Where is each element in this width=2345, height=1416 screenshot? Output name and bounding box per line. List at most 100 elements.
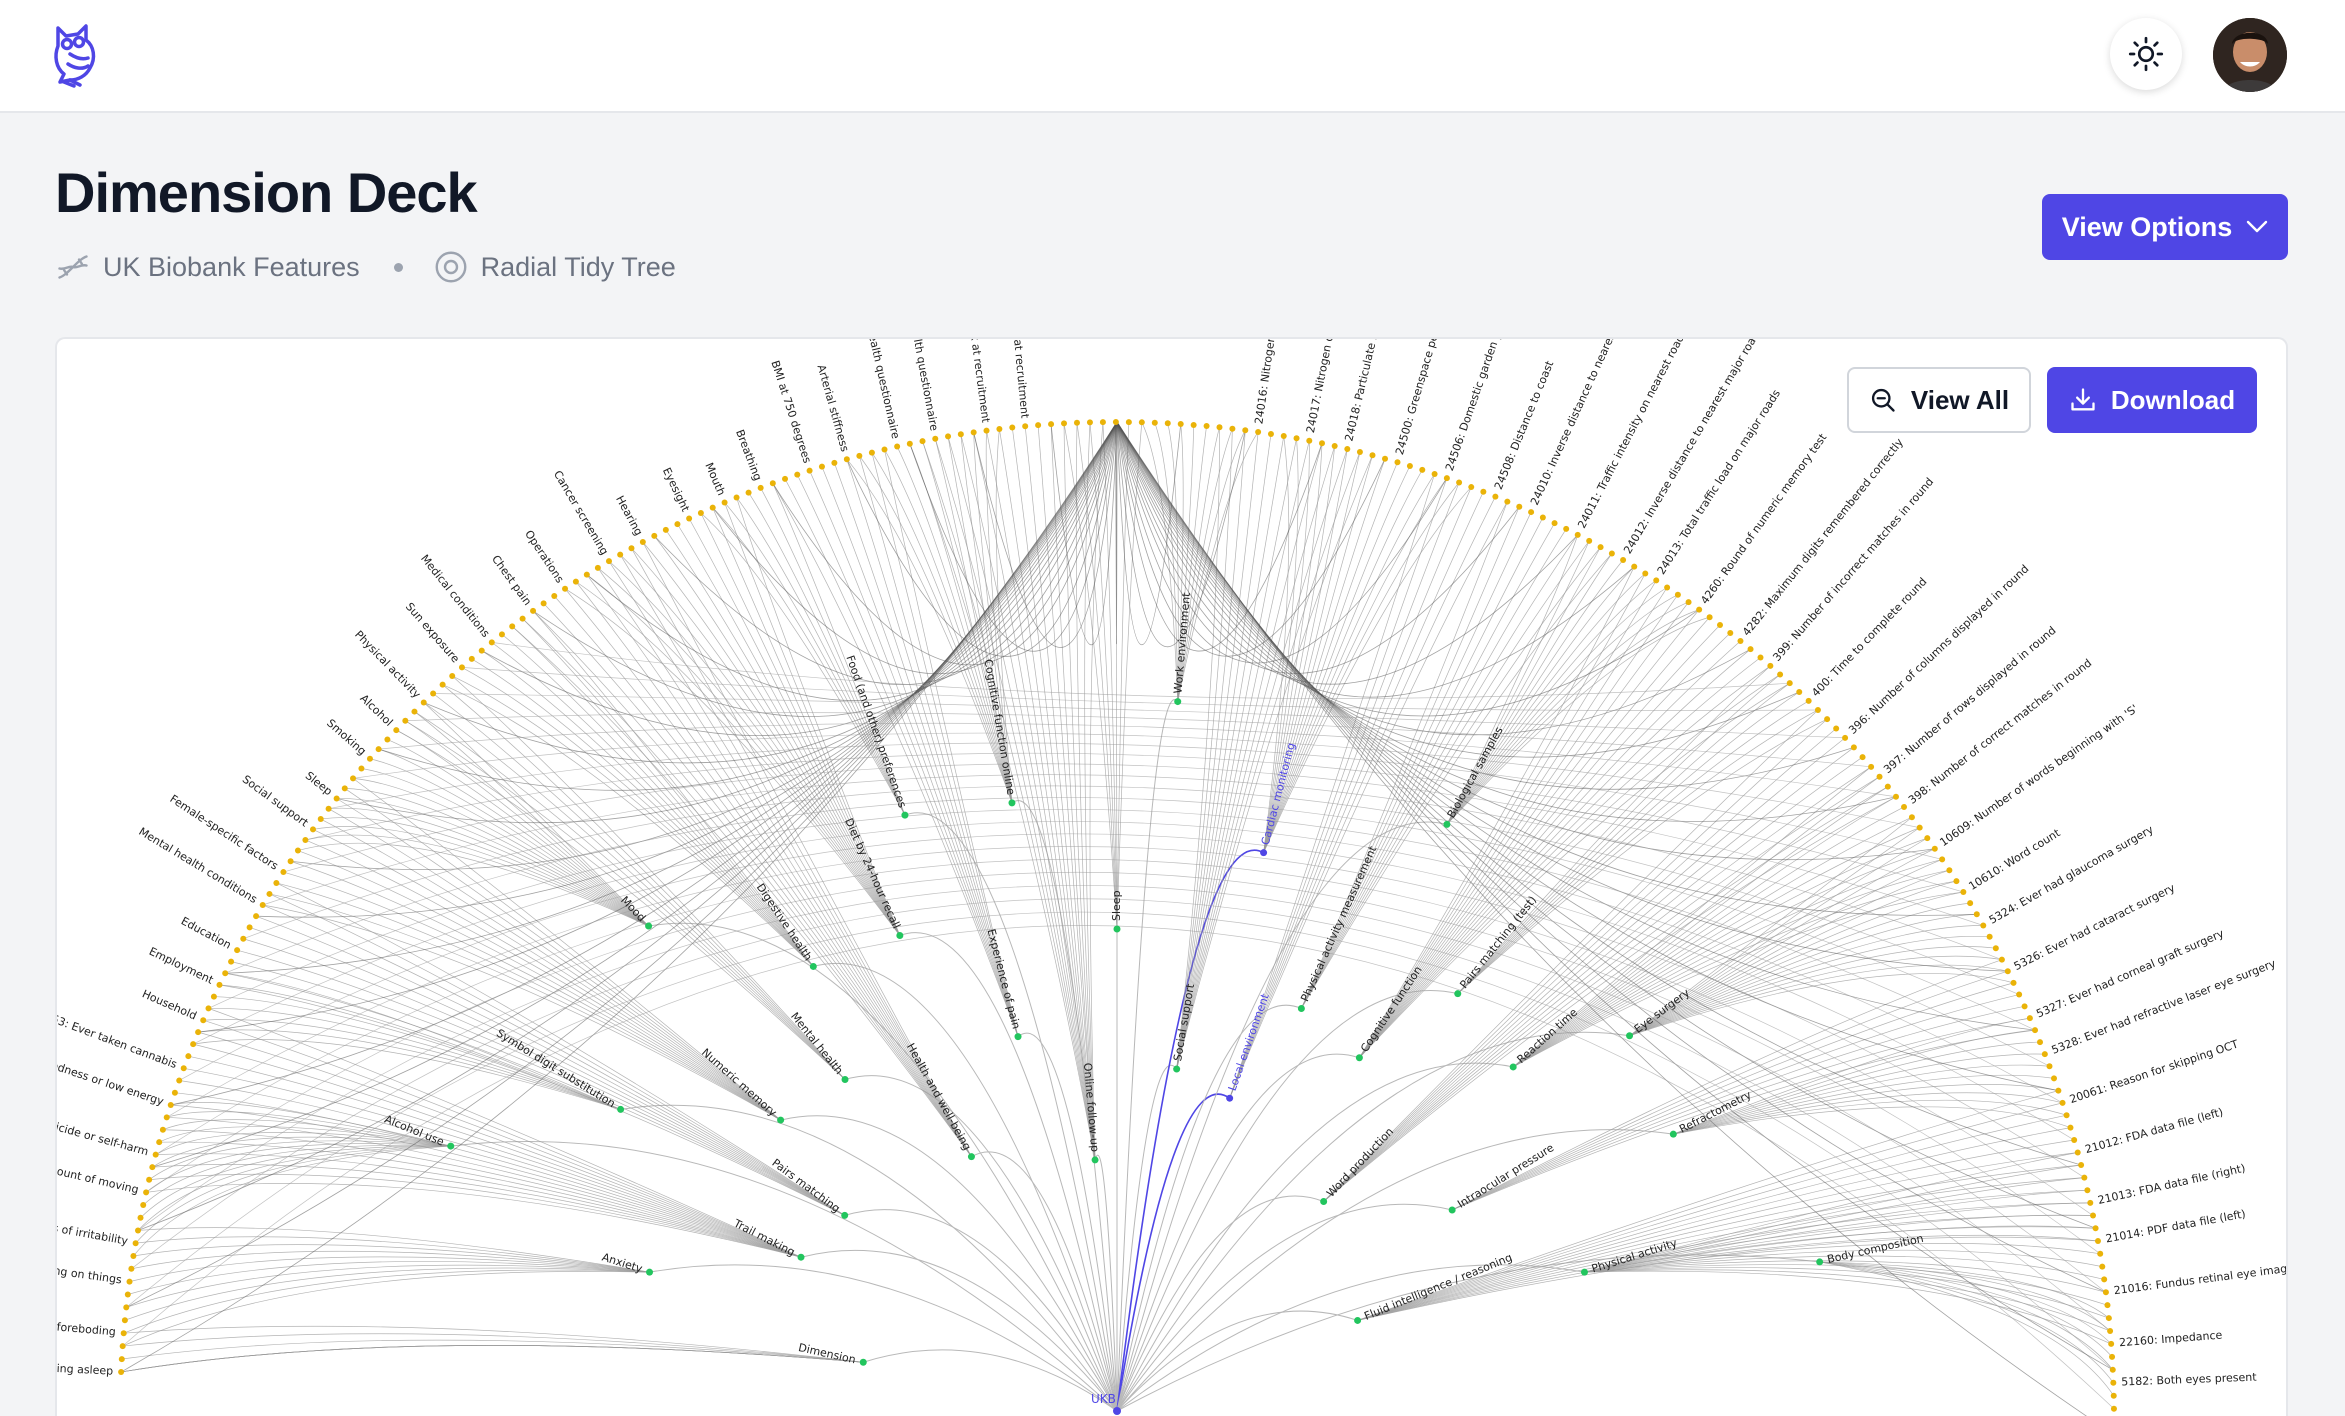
leaf-label: Chest pain — [489, 553, 534, 608]
tree-link — [1263, 458, 1386, 853]
leaf-node — [143, 1189, 150, 1196]
tree-link — [899, 932, 1118, 1412]
branch-node — [617, 1105, 625, 1113]
tree-link — [654, 535, 901, 936]
leaf-node — [152, 1151, 159, 1158]
visualization-canvas[interactable]: 20527: Frequent trouble falling or stayi… — [55, 337, 2288, 1416]
leaf-node — [831, 459, 838, 466]
tree-link — [896, 446, 1013, 803]
owl-logo-icon[interactable] — [50, 22, 102, 88]
leaf-node — [1267, 430, 1274, 437]
tree-link — [193, 1039, 621, 1110]
leaf-node — [806, 467, 813, 474]
branch-label: Online follow-up — [1081, 1062, 1101, 1152]
tree-link — [1263, 455, 1373, 853]
dataset-label: UK Biobank Features — [55, 249, 360, 285]
leaf-node — [358, 765, 365, 772]
leaf-node — [384, 736, 391, 743]
leaf-node — [1280, 433, 1287, 440]
leaf-node — [240, 935, 247, 942]
leaf-node — [1747, 646, 1754, 653]
leaf-node — [551, 592, 558, 599]
tree-link — [532, 610, 814, 967]
tree-link — [135, 1236, 650, 1273]
leaf-node — [919, 438, 926, 445]
leaf-node — [366, 755, 373, 762]
branch-label: Dimension — [797, 1341, 857, 1366]
tree-link — [1116, 422, 1130, 930]
tree-link — [608, 560, 901, 936]
branch-label: Health and well-being — [904, 1041, 974, 1153]
branch-node — [797, 1253, 805, 1261]
tree-link — [1263, 451, 1361, 853]
leaf-node — [132, 1240, 139, 1247]
tree-link — [255, 915, 845, 1216]
view-all-label: View All — [1910, 384, 2010, 415]
branch-node — [1448, 1206, 1456, 1214]
radial-tidy-tree[interactable]: 20527: Frequent trouble falling or stayi… — [57, 339, 2286, 1416]
tree-link — [122, 1333, 864, 1363]
leaf-node — [1953, 878, 1960, 885]
tree-link — [724, 502, 906, 816]
tree-link — [619, 554, 901, 936]
tree-link — [159, 1141, 802, 1258]
tree-link — [760, 487, 906, 816]
download-icon — [2071, 388, 2095, 411]
tree-link — [532, 421, 1118, 717]
download-button[interactable]: Download — [2047, 367, 2257, 433]
leaf-label: Sun exposure — [403, 600, 462, 665]
leaf-node — [1369, 452, 1376, 459]
leaf-node — [1916, 824, 1923, 831]
leaf-label: Smoking — [324, 717, 368, 758]
tree-link — [1452, 982, 2014, 1211]
tree-link — [1116, 421, 1448, 664]
branch-node — [967, 1153, 975, 1161]
leaf-node — [156, 1139, 163, 1146]
leaf-node — [2059, 1099, 2066, 1106]
tree-link — [1819, 1261, 2110, 1319]
tree-link — [631, 547, 901, 936]
leaf-node — [651, 532, 658, 539]
tree-link — [1115, 421, 1118, 645]
tree-link — [198, 1031, 802, 1258]
leaf-label: Household — [140, 987, 199, 1022]
leaf-node — [1868, 763, 1875, 770]
tree-link — [1050, 421, 1118, 645]
tree-link — [1512, 806, 1905, 1068]
tree-link — [1116, 421, 1751, 736]
tree-link — [1263, 469, 1423, 853]
leaf-node — [1931, 845, 1938, 852]
tree-link — [597, 567, 901, 936]
leaf-node — [1394, 459, 1401, 466]
tree-link — [1323, 747, 1855, 1202]
tree-link — [1116, 821, 1448, 1412]
tree-link — [642, 541, 901, 936]
branch-node — [841, 1211, 849, 1219]
tree-link — [188, 1055, 802, 1258]
tree-link — [208, 1008, 802, 1258]
branch-label: Social support — [1171, 982, 1197, 1062]
tree-link — [597, 567, 972, 1157]
leaf-node — [2067, 1124, 2074, 1131]
tree-link — [1263, 448, 1348, 853]
view-options-button[interactable]: View Options — [2042, 194, 2288, 260]
tree-link — [1819, 1261, 2115, 1396]
download-label: Download — [2110, 384, 2236, 415]
leaf-node — [2107, 1327, 2114, 1334]
leaf-node — [126, 1278, 133, 1285]
leaf-node — [868, 449, 875, 456]
leaf-node — [856, 452, 863, 459]
user-avatar[interactable] — [2213, 18, 2287, 92]
tree-link — [1116, 1264, 1585, 1412]
tree-link — [1451, 959, 2003, 1211]
tree-link — [1446, 594, 1679, 825]
tree-link — [152, 1136, 451, 1168]
view-all-button[interactable]: View All — [1847, 367, 2031, 433]
theme-toggle-button[interactable] — [2110, 18, 2182, 90]
leaf-node — [1924, 835, 1931, 842]
leaf-node — [449, 672, 456, 679]
tree-link — [1116, 1203, 1453, 1412]
tree-link — [1457, 700, 1809, 994]
tree-link — [846, 459, 1013, 804]
tree-link — [772, 483, 1019, 1037]
